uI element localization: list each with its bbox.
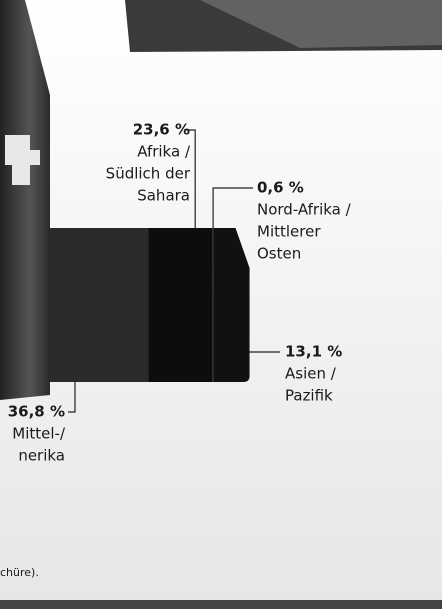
category-label: Sahara [137, 187, 190, 205]
value-label: 13,1 % [285, 343, 342, 361]
category-label: Südlich der [106, 165, 191, 183]
bar-segment [148, 228, 212, 382]
value-label: 36,8 % [8, 403, 65, 421]
value-label: 0,6 % [257, 179, 304, 197]
page: chüre). 36,8 % Mittel-/ nerika 23,6 % Afrika… [0, 0, 442, 609]
category-label: Pazifik [285, 387, 333, 405]
category-label: nerika [18, 447, 65, 465]
category-label: Asien / [285, 365, 337, 383]
category-label: Mittel-/ [12, 425, 66, 443]
bar-segment [212, 228, 214, 382]
category-label: Afrika / [137, 143, 191, 161]
category-label: Mittlerer [257, 223, 321, 241]
bar-segment [48, 228, 148, 382]
page-edge [0, 600, 442, 609]
category-label: Nord-Afrika / [257, 201, 352, 219]
value-label: 23,6 % [133, 121, 190, 139]
category-label: Osten [257, 245, 301, 263]
footnote: chüre). [0, 566, 39, 579]
